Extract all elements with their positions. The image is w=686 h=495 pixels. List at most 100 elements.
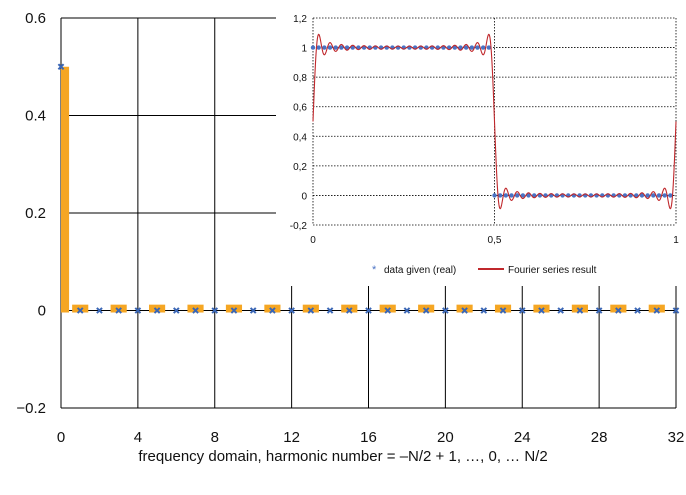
bar-harmonic-17 (379, 304, 396, 313)
inset-data-point (486, 45, 492, 50)
marker-harmonic-9 (230, 307, 238, 314)
inset-data-point (458, 45, 463, 50)
bar-harmonic-21 (456, 304, 473, 313)
inset-data-point (520, 193, 526, 198)
inset-chart: -0,200,20,40,60,811,20 0,5 1 * data given … (276, 8, 682, 286)
bar-harmonic-13 (302, 304, 319, 313)
main-bars (61, 66, 665, 313)
main-x-tick-label: 12 (283, 429, 300, 446)
inset-data-point (509, 193, 514, 198)
inset-data-point (503, 193, 509, 198)
inset-data-point (492, 193, 497, 198)
inset-data-point (350, 45, 355, 50)
inset-data-point (645, 193, 650, 198)
inset-data-point (656, 193, 662, 198)
marker-harmonic-17 (384, 307, 392, 314)
main-x-tick-label: 28 (591, 429, 608, 446)
legend-data-label: data given (real) (384, 265, 456, 276)
bar-harmonic-15 (341, 304, 358, 313)
marker-harmonic-3 (115, 307, 122, 314)
inset-y-tick-label: 1,2 (293, 14, 307, 25)
inset-x-tick-label: 1 (673, 235, 679, 246)
inset-y-tick-label: 1 (301, 44, 307, 55)
marker-harmonic-24 (518, 307, 526, 314)
marker-harmonic-31 (653, 307, 661, 314)
marker-harmonic-0 (57, 63, 65, 71)
inset-data-point (475, 45, 480, 50)
main-y-tick-label: −0.2 (16, 400, 46, 417)
bar-harmonic-23 (494, 304, 512, 313)
inset-data-point (344, 45, 350, 50)
marker-harmonic-32 (672, 307, 680, 314)
inset-data-point (452, 45, 457, 50)
inset-data-point (339, 45, 344, 50)
main-x-tick-label: 20 (437, 429, 454, 446)
main-x-tick-label: 24 (514, 429, 531, 446)
inset-data-point (639, 193, 645, 198)
inset-y-tick-label: 0,6 (293, 103, 307, 114)
inset-legend: * data given (real) Fourier series resul… (372, 264, 597, 276)
marker-harmonic-7 (192, 307, 199, 314)
marker-harmonic-18 (403, 307, 411, 314)
marker-harmonic-10 (249, 307, 257, 314)
inset-data-point (310, 45, 316, 50)
bar-harmonic-27 (571, 304, 588, 313)
inset-data-point (662, 193, 667, 198)
marker-harmonic-12 (288, 307, 295, 314)
legend-data-marker: * (372, 264, 377, 276)
marker-harmonic-26 (557, 307, 564, 314)
marker-harmonic-28 (595, 307, 603, 314)
marker-harmonic-23 (499, 307, 507, 314)
bar-harmonic-0 (61, 66, 70, 313)
marker-harmonic-11 (269, 307, 276, 314)
bar-harmonic-5 (149, 304, 166, 313)
inset-x-tick-label: 0,5 (488, 235, 502, 246)
inset-y-tick-label: 0,2 (293, 162, 307, 173)
inset-y-tick-label: 0 (301, 191, 307, 202)
marker-harmonic-15 (345, 307, 353, 314)
main-x-tick-label: 8 (211, 429, 219, 446)
bar-harmonic-29 (610, 304, 627, 313)
main-y-tick-label: 0.6 (25, 10, 46, 27)
marker-harmonic-14 (326, 307, 334, 314)
marker-harmonic-20 (442, 307, 449, 314)
inset-data-point (327, 45, 333, 50)
marker-harmonic-13 (307, 307, 315, 314)
main-x-tick-label: 0 (57, 429, 65, 446)
main-markers (57, 63, 680, 314)
main-tick-labels: −0.2 0 0.2 0.4 0.6 0 4 8 12 16 20 24 28 32 (16, 10, 684, 446)
main-y-tick-label: 0.2 (25, 205, 46, 222)
marker-harmonic-2 (96, 307, 103, 314)
inset-data-point (316, 45, 321, 50)
main-x-tick-label: 16 (360, 429, 377, 446)
bar-harmonic-1 (72, 304, 89, 313)
main-y-tick-label: 0 (38, 303, 46, 320)
bar-harmonic-19 (418, 304, 435, 313)
inset-y-tick-label: 0,8 (293, 73, 307, 84)
marker-harmonic-30 (634, 307, 641, 314)
fourier-series-line (312, 33, 677, 210)
main-x-tick-label: 32 (668, 429, 685, 446)
x-axis-label: frequency domain, harmonic number = –N/2… (138, 448, 548, 465)
inset-tick-labels: -0,200,20,40,60,811,20 0,5 1 (290, 14, 679, 246)
bar-harmonic-31 (648, 304, 665, 313)
marker-harmonic-21 (461, 307, 468, 314)
inset-data-point (322, 45, 327, 50)
marker-harmonic-22 (480, 307, 488, 314)
inset-data-point (469, 45, 475, 50)
marker-harmonic-19 (422, 307, 430, 314)
inset-y-tick-label: 0,4 (293, 132, 307, 143)
inset-background (276, 8, 682, 286)
inset-data-point (651, 193, 656, 198)
bar-harmonic-9 (225, 304, 243, 313)
marker-harmonic-5 (153, 307, 161, 314)
inset-data-point (333, 45, 338, 50)
marker-harmonic-6 (173, 307, 180, 314)
inset-x-tick-label: 0 (310, 235, 316, 246)
main-y-tick-label: 0.4 (25, 108, 46, 125)
marker-harmonic-16 (365, 307, 372, 314)
inset-data-point (532, 193, 537, 198)
bar-harmonic-3 (110, 304, 127, 313)
marker-harmonic-1 (76, 307, 84, 314)
